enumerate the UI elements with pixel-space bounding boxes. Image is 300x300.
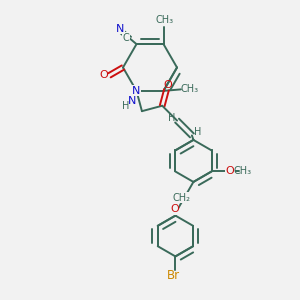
Text: H: H	[194, 128, 201, 137]
Text: C: C	[123, 33, 130, 43]
Text: CH₃: CH₃	[155, 15, 173, 25]
Text: CH₂: CH₂	[172, 193, 190, 203]
Text: H: H	[122, 101, 129, 111]
Text: O: O	[164, 80, 172, 90]
Text: CH₃: CH₃	[233, 166, 252, 176]
Text: N: N	[132, 86, 141, 96]
Text: O: O	[226, 166, 235, 176]
Text: O: O	[170, 204, 179, 214]
Text: Br: Br	[167, 269, 181, 282]
Text: N: N	[116, 24, 124, 34]
Text: H: H	[168, 112, 176, 123]
Text: N: N	[128, 96, 136, 106]
Text: CH₃: CH₃	[180, 84, 198, 94]
Text: O: O	[100, 70, 109, 80]
